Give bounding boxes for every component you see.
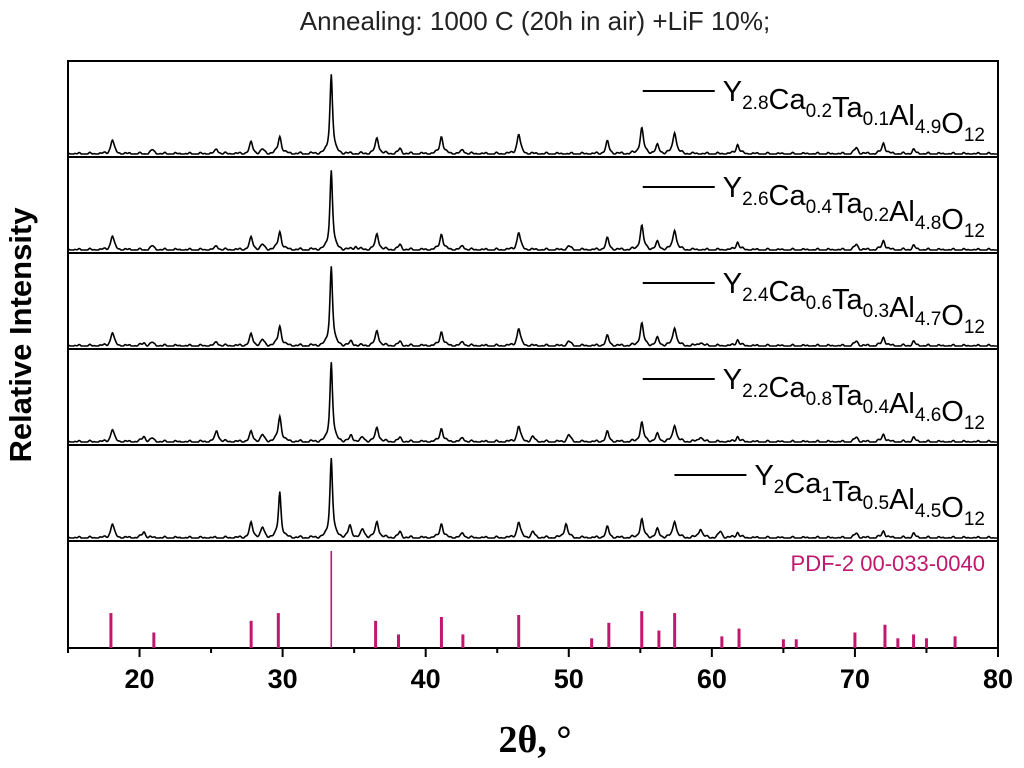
xrd-pattern-line xyxy=(67,362,999,443)
x-tick-label: 70 xyxy=(840,664,870,694)
xrd-pattern-line xyxy=(67,458,999,539)
x-tick-label: 20 xyxy=(125,664,155,694)
x-tick-label: 60 xyxy=(697,664,727,694)
reference-panel: PDF-2 00-033-0040 xyxy=(67,540,999,649)
pattern-panel: Y2Ca1Ta0.5Al4.5O12 xyxy=(67,444,999,542)
y-axis-label: Relative Intensity xyxy=(3,207,38,463)
chart-title: Annealing: 1000 C (20h in air) +LiF 10%; xyxy=(300,6,770,36)
pattern-panels: Y2.8Ca0.2Ta0.1Al4.9O12 Y2.6Ca0.4Ta0.2Al4.… xyxy=(67,60,999,542)
x-tick-label: 40 xyxy=(411,664,441,694)
x-tick-label: 30 xyxy=(268,664,298,694)
x-axis: 20 30 40 50 60 70 80 xyxy=(67,648,1013,694)
x-axis-label: 2θ, ° xyxy=(498,719,571,761)
legend-entry: Y2.6Ca0.4Ta0.2Al4.8O12 xyxy=(723,172,985,242)
legend-entry: Y2.8Ca0.2Ta0.1Al4.9O12 xyxy=(723,76,985,146)
xrd-pattern-line xyxy=(67,170,999,251)
pattern-panel: Y2.4Ca0.6Ta0.3Al4.7O12 xyxy=(67,252,999,350)
reference-frame xyxy=(67,540,999,649)
pattern-panel: Y2.2Ca0.8Ta0.4Al4.6O12 xyxy=(67,348,999,446)
legend-entry: Y2Ca1Ta0.5Al4.5O12 xyxy=(754,460,985,530)
legend-entry: Y2.4Ca0.6Ta0.3Al4.7O12 xyxy=(723,268,985,338)
xrd-pattern-line xyxy=(67,74,999,155)
legend-entry: Y2.2Ca0.8Ta0.4Al4.6O12 xyxy=(723,364,985,434)
pattern-panel: Y2.6Ca0.4Ta0.2Al4.8O12 xyxy=(67,156,999,254)
x-tick-label: 50 xyxy=(554,664,584,694)
x-tick-label: 80 xyxy=(983,664,1013,694)
xrd-pattern-line xyxy=(67,266,999,347)
pattern-panel: Y2.8Ca0.2Ta0.1Al4.9O12 xyxy=(67,60,999,158)
reference-label: PDF-2 00-033-0040 xyxy=(791,551,985,576)
